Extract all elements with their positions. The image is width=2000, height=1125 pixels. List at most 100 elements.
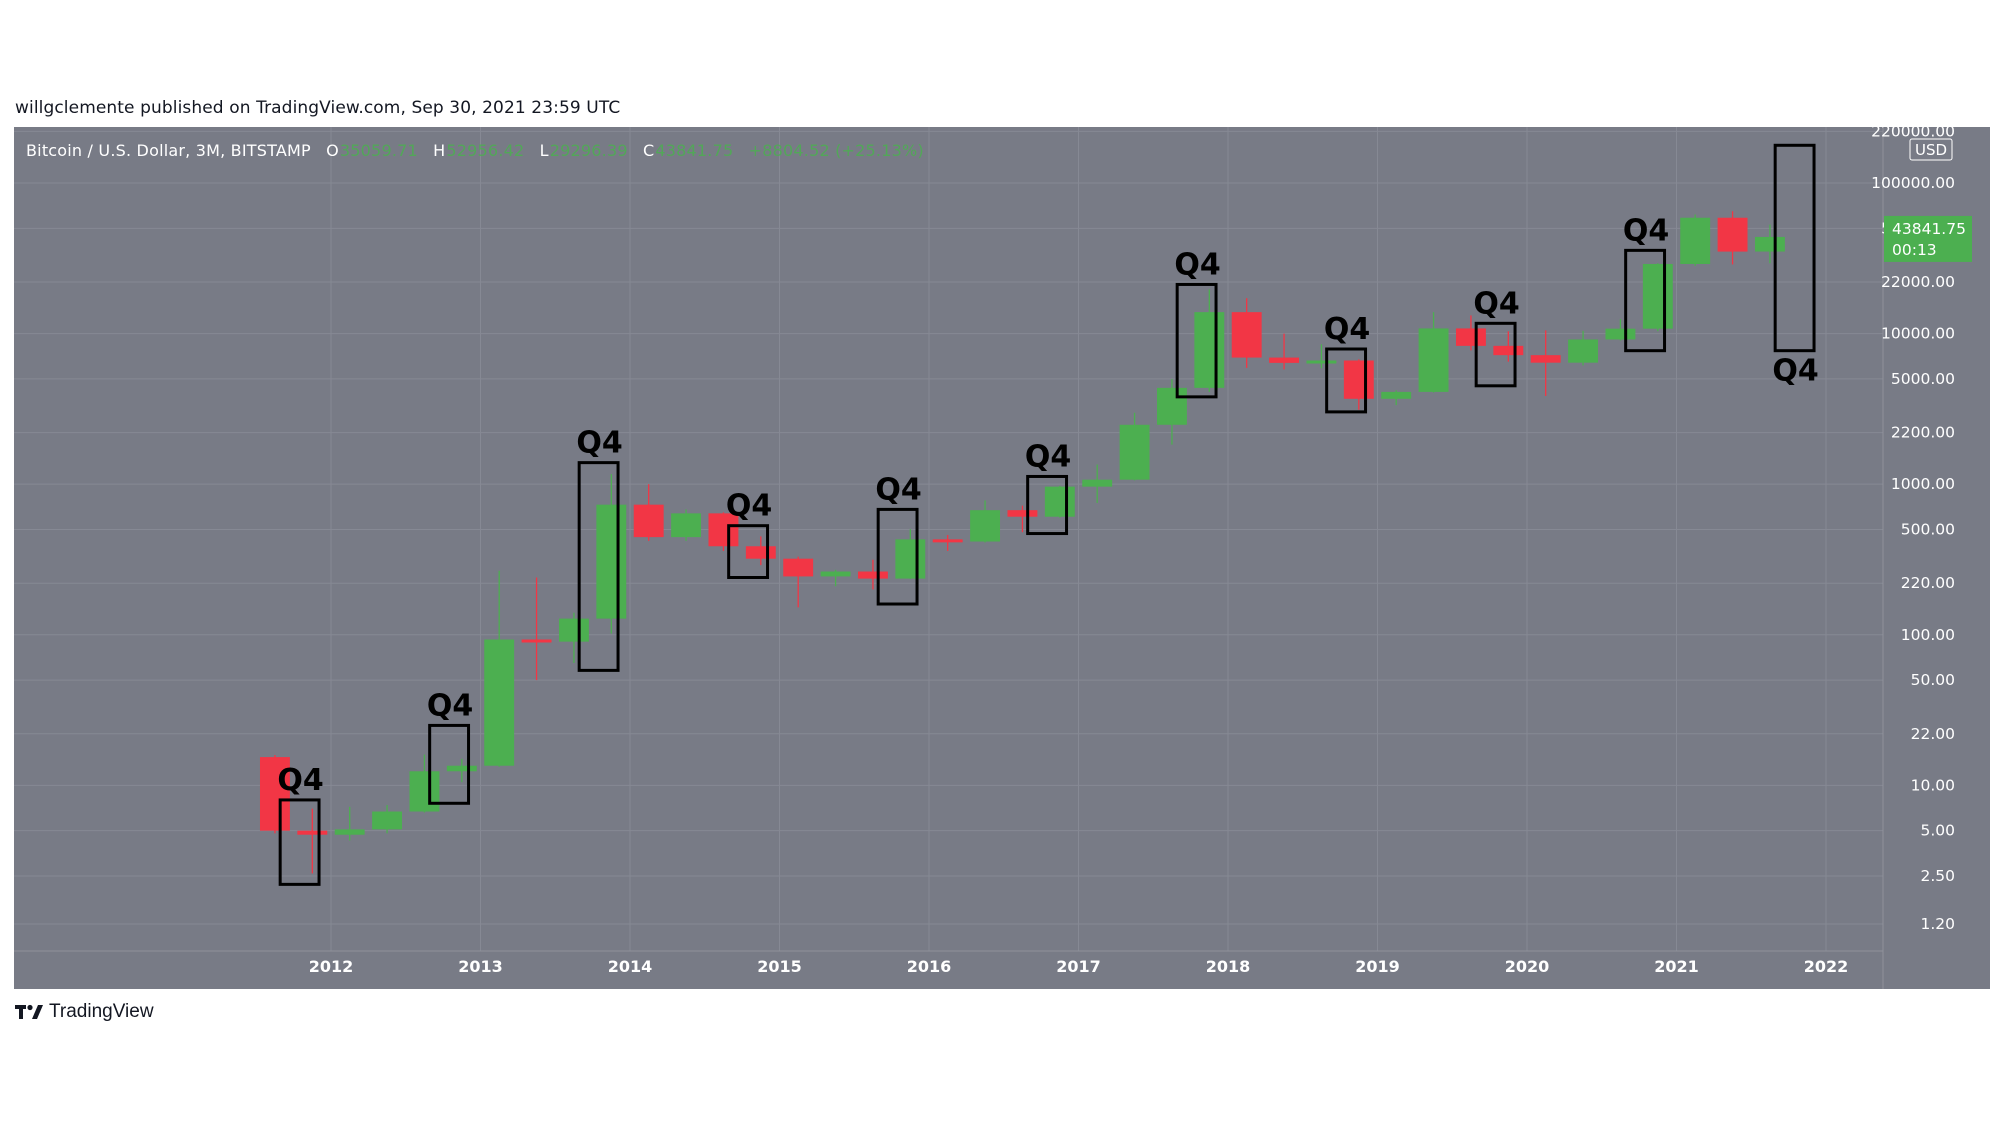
q4-box [1175, 282, 1218, 399]
price-tick-label: 2200.00 [1891, 424, 1955, 442]
tradingview-footer[interactable]: TradingView [15, 1001, 154, 1023]
q4-label: Q4 [726, 489, 772, 524]
candle-up [372, 811, 403, 830]
candle-up [596, 504, 627, 619]
candle-down [1717, 217, 1748, 252]
q4-label: Q4 [427, 688, 473, 723]
candle-down [1455, 328, 1486, 346]
q4-box [577, 461, 620, 672]
candle-down [1231, 312, 1262, 358]
tradingview-logo-icon [15, 1004, 43, 1019]
candle-down [521, 639, 552, 643]
tradingview-brand: TradingView [49, 1001, 154, 1022]
q4-label: Q4 [875, 472, 921, 507]
price-tick-label: 5.00 [1920, 822, 1955, 840]
time-tick-label: 2021 [1654, 957, 1699, 976]
change-value: +8804.52 (+25.13%) [748, 141, 924, 160]
q4-label: Q4 [1623, 213, 1669, 248]
candle-up [1156, 387, 1187, 425]
symbol-name[interactable]: Bitcoin / U.S. Dollar, 3M, BITSTAMP [26, 141, 311, 160]
candle-up [1680, 217, 1711, 264]
time-tick-label: 2012 [309, 957, 354, 976]
candle-up [1754, 236, 1785, 252]
q4-box [1773, 143, 1816, 353]
candle-up [484, 639, 515, 766]
candle-down [745, 546, 776, 559]
candle-down [857, 571, 888, 579]
time-tick-label: 2020 [1505, 957, 1550, 976]
candle-up [671, 513, 702, 538]
price-tick-label: 100000.00 [1871, 174, 1955, 192]
price-tick-label: 1.20 [1920, 915, 1955, 933]
candle-down [1007, 510, 1038, 517]
q4-box [1026, 474, 1069, 536]
price-tick-label: 500.00 [1901, 520, 1955, 538]
candle-up [1082, 479, 1113, 487]
candle-up [1418, 328, 1449, 392]
candle-up [1194, 312, 1225, 388]
price-tick-label: 10000.00 [1881, 325, 1955, 343]
candle-up [1119, 424, 1150, 480]
close-value: 43841.75 [655, 141, 734, 160]
price-tick-label: 22000.00 [1881, 273, 1955, 291]
candle-up [970, 510, 1001, 542]
q4-box [1474, 321, 1517, 388]
q4-box [1325, 347, 1368, 414]
open-value: 35059.71 [339, 141, 418, 160]
candle-up [409, 771, 440, 812]
q4-label: Q4 [576, 426, 622, 461]
candle-down [932, 539, 963, 543]
last-price-tag [1884, 215, 1972, 262]
annotation-layer: Q4 Q4 Q4 Q4 Q4 Q4 Q4 Q4 Q4 Q4 Q4 [277, 143, 1819, 886]
q4-label: Q4 [277, 763, 323, 798]
q4-box [876, 507, 919, 606]
price-tick-label: 220.00 [1901, 574, 1955, 592]
price-tick-label: 50.00 [1911, 671, 1955, 689]
candle-down [708, 513, 739, 547]
candle-up [1306, 360, 1337, 364]
candle-down [259, 757, 290, 831]
candle-up [1605, 328, 1636, 340]
q4-label: Q4 [1324, 312, 1370, 347]
time-tick-label: 2015 [757, 957, 802, 976]
q4-label: Q4 [1473, 286, 1519, 321]
candle-up [1642, 263, 1673, 329]
candle-down [1530, 355, 1561, 363]
symbol-legend: Bitcoin / U.S. Dollar, 3M, BITSTAMP O350… [26, 141, 924, 160]
q4-box [1624, 248, 1667, 353]
time-tick-label: 2018 [1206, 957, 1251, 976]
currency-label: USD [1915, 141, 1947, 159]
high-label: H [433, 141, 446, 160]
price-tick-label: 2.50 [1920, 867, 1955, 885]
q4-label: Q4 [1772, 354, 1818, 389]
time-tick-label: 2019 [1355, 957, 1400, 976]
low-value: 29296.39 [549, 141, 628, 160]
candle-down [633, 504, 664, 538]
candle-up [334, 829, 365, 835]
candle-up [895, 539, 926, 579]
time-tick-label: 2013 [458, 957, 503, 976]
publisher-line: willgclemente published on TradingView.c… [15, 98, 621, 118]
candle-up [1381, 391, 1412, 399]
q4-box [727, 524, 770, 580]
candle-up [558, 618, 589, 642]
price-tick-label: 220000.00 [1871, 122, 1955, 140]
candle-up [1568, 339, 1599, 363]
candle-down [1269, 357, 1300, 363]
candle-down [297, 830, 328, 835]
open-label: O [326, 141, 339, 160]
last-price-countdown: 00:13 [1892, 241, 1937, 259]
q4-label: Q4 [1025, 439, 1071, 474]
time-tick-label: 2017 [1056, 957, 1101, 976]
q4-label: Q4 [1174, 247, 1220, 282]
q4-box [278, 798, 321, 886]
price-tick-label: 5000.00 [1891, 370, 1955, 388]
close-label: C [643, 141, 655, 160]
candle-down [1493, 345, 1524, 356]
candle-up [1044, 486, 1075, 517]
time-tick-label: 2016 [907, 957, 952, 976]
candle-up [446, 765, 477, 772]
q4-box [428, 723, 471, 805]
price-tick-label: 22.00 [1911, 725, 1955, 743]
